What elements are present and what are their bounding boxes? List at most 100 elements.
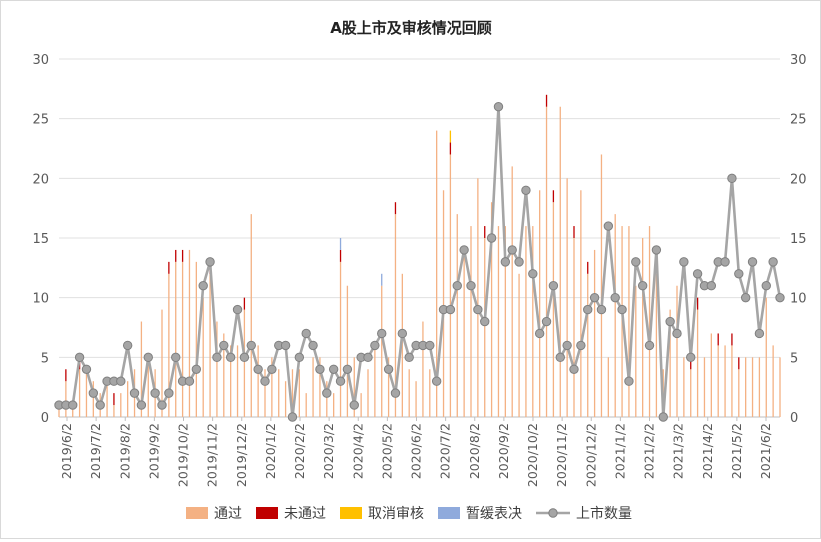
left-y-tick-label: 30 (32, 53, 49, 68)
bar-未通过 (65, 369, 67, 382)
listings-point (541, 316, 552, 327)
bar-未通过 (690, 357, 692, 370)
listings-point (232, 304, 243, 315)
bar-未通过 (449, 142, 452, 155)
chart-title: A股上市及审核情况回顾 (330, 19, 492, 37)
bar-通过 (587, 273, 589, 417)
line-series-listings (54, 102, 785, 422)
right-y-tick-label: 5 (790, 351, 798, 366)
x-tick-label: 2019/7/2 (88, 423, 103, 479)
x-tick-label: 2020/10/2 (525, 423, 540, 487)
bar-通过 (738, 369, 740, 417)
bar-未通过 (175, 249, 177, 262)
listings-point (528, 269, 538, 279)
right-y-tick-label: 0 (790, 411, 798, 426)
listings-point (569, 364, 579, 374)
x-axis: 2019/6/2 2019/7/2 2019/8/2 2019/9/2 2019/10/… (59, 417, 773, 487)
bar-通过 (72, 405, 74, 417)
gridlines (59, 58, 780, 418)
listings-point (727, 173, 737, 184)
listings-point (562, 340, 572, 351)
bar-通过 (429, 369, 431, 417)
bar-未通过 (552, 190, 555, 203)
bar-未通过 (545, 94, 548, 107)
listings-point (81, 364, 92, 374)
legend-label: 暂缓表决 (466, 506, 522, 522)
listings-point (68, 400, 78, 410)
bar-通过 (92, 381, 94, 417)
bar-通过 (305, 393, 307, 417)
listings-point (686, 352, 696, 363)
listings-point (555, 352, 565, 363)
bar-通过 (230, 345, 232, 417)
listings-point (246, 340, 256, 351)
bar-通过 (552, 202, 555, 417)
listings-point (260, 376, 270, 386)
bar-通过 (607, 357, 609, 417)
bar-通过 (422, 321, 424, 417)
bar-通过 (257, 345, 259, 417)
bar-取消审核 (449, 130, 452, 143)
listings-point (576, 340, 586, 351)
bar-series (58, 94, 781, 417)
bar-通过 (449, 154, 452, 417)
legend: 通过 未通过 取消审核 暂缓表决 上市数量 (186, 505, 632, 522)
listings-point (466, 281, 476, 291)
listings-point (603, 221, 614, 231)
listings-point (184, 376, 195, 386)
legend-label: 通过 (214, 506, 242, 522)
listings-point (775, 292, 785, 303)
listings-point (734, 269, 744, 279)
listings-point (294, 352, 305, 363)
bar-通过 (58, 405, 60, 417)
x-tick-label: 2021/2/2 (642, 423, 657, 479)
bar-通过 (642, 238, 644, 417)
listings-point (644, 340, 655, 351)
bar-通过 (525, 226, 527, 417)
bar-通过 (168, 273, 170, 417)
bar-未通过 (113, 393, 115, 406)
bar-通过 (539, 190, 541, 417)
bar-通过 (401, 273, 403, 417)
bar-通过 (284, 381, 287, 417)
bar-通过 (209, 273, 211, 417)
bar-通过 (442, 190, 445, 417)
bar-通过 (532, 226, 534, 417)
listings-point (198, 281, 208, 291)
bar-通过 (326, 381, 328, 417)
x-tick-label: 2021/1/2 (612, 423, 627, 479)
x-tick-label: 2020/8/2 (467, 423, 482, 479)
legend-marker (548, 508, 558, 518)
listings-point (239, 352, 250, 363)
bar-未通过 (339, 249, 342, 262)
x-tick-label: 2021/3/2 (671, 423, 686, 479)
legend-item: 未通过 (256, 506, 326, 522)
listings-point (589, 292, 600, 303)
bar-未通过 (731, 333, 733, 346)
listings-point (205, 257, 215, 267)
bar-通过 (250, 214, 252, 417)
x-tick-label: 2021/5/2 (729, 423, 744, 479)
bar-通过 (669, 309, 671, 417)
bar-通过 (573, 238, 575, 417)
listings-point (610, 292, 620, 303)
listings-point (473, 304, 483, 315)
bar-通过 (298, 369, 300, 417)
bar-通过 (717, 345, 719, 417)
bar-未通过 (717, 333, 719, 346)
x-tick-label: 2019/11/2 (205, 423, 220, 487)
bar-通过 (751, 357, 754, 417)
listings-point (459, 245, 469, 255)
legend-item: 暂缓表决 (438, 506, 522, 522)
bar-通过 (195, 261, 197, 417)
left-y-tick-label: 20 (32, 172, 49, 187)
listings-point (308, 340, 318, 351)
listings-point (521, 185, 531, 195)
bar-通过 (346, 285, 349, 417)
listings-point (191, 364, 202, 374)
bar-通过 (161, 309, 163, 417)
legend-label: 未通过 (284, 506, 326, 522)
bar-通过 (202, 297, 204, 417)
bar-暂缓表决 (381, 273, 383, 286)
bar-通过 (415, 381, 417, 417)
